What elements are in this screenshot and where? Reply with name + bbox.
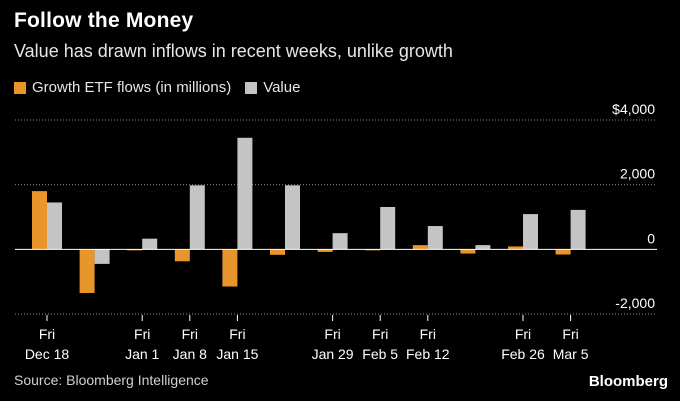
legend-item-growth: Growth ETF flows (in millions) <box>14 79 231 96</box>
x-tick-day: Fri <box>515 326 531 342</box>
bar-value <box>475 245 491 250</box>
bar-value <box>427 226 443 250</box>
bar-value <box>237 137 253 250</box>
x-tick-day: Fri <box>182 326 198 342</box>
bar-value <box>94 249 110 264</box>
y-tick-label: $4,000 <box>612 101 655 117</box>
x-tick-day: Fri <box>229 326 245 342</box>
legend-swatch-value <box>245 81 258 94</box>
legend-swatch-growth <box>14 81 26 94</box>
bar-growth <box>79 249 95 293</box>
bar-growth <box>222 249 238 287</box>
bar-value <box>285 185 300 250</box>
y-tick-label: 0 <box>647 230 655 246</box>
bar-growth <box>412 245 428 250</box>
bar-value <box>189 185 205 250</box>
x-tick-date: Jan 29 <box>312 346 354 362</box>
bar-value <box>570 209 586 250</box>
source-note: Source: Bloomberg Intelligence <box>14 372 209 388</box>
x-tick-day: Fri <box>134 326 150 342</box>
y-tick-label: 2,000 <box>620 166 655 182</box>
x-tick-day: Fri <box>562 326 578 342</box>
x-tick-date: Jan 15 <box>216 346 258 362</box>
bar-value <box>332 233 348 250</box>
bar-growth <box>270 249 285 255</box>
bar-growth <box>317 249 333 252</box>
x-tick-date: Feb 5 <box>362 346 398 362</box>
x-tick-date: Feb 26 <box>501 346 545 362</box>
bar-value <box>523 214 538 250</box>
bar-growth <box>174 249 190 262</box>
chart-title: Follow the Money <box>14 9 194 32</box>
bar-growth <box>460 249 476 254</box>
bar-value <box>142 238 158 250</box>
brand-logo: Bloomberg <box>588 373 668 390</box>
x-tick-day: Fri <box>372 326 388 342</box>
legend-label-value: Value <box>263 79 301 96</box>
legend-label-growth: Growth ETF flows (in millions) <box>32 79 232 96</box>
x-tick-date: Dec 18 <box>25 346 70 362</box>
legend-item-value: Value <box>245 79 300 96</box>
x-tick-date: Feb 12 <box>406 346 450 362</box>
x-tick-day: Fri <box>420 326 436 342</box>
bar-growth <box>32 191 47 250</box>
x-tick-date: Jan 8 <box>173 346 207 362</box>
y-tick-label: -2,000 <box>615 295 655 311</box>
bar-growth <box>508 246 523 250</box>
bar-value <box>47 202 62 250</box>
x-tick-date: Mar 5 <box>553 346 589 362</box>
x-tick-day: Fri <box>324 326 340 342</box>
x-tick-day: Fri <box>39 326 55 342</box>
legend: Growth ETF flows (in millions) Value <box>14 79 314 96</box>
bar-value <box>380 206 396 250</box>
x-tick-date: Jan 1 <box>125 346 159 362</box>
chart-subtitle: Value has drawn inflows in recent weeks,… <box>14 41 453 61</box>
bar-growth <box>555 249 571 255</box>
